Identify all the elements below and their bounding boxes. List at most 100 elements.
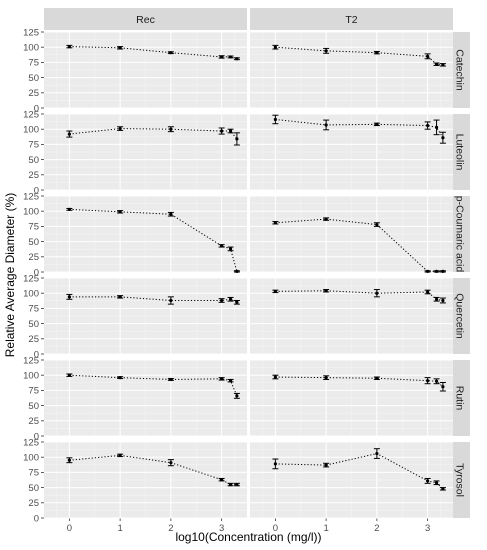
data-point bbox=[228, 129, 233, 133]
strip-rec: Rec bbox=[44, 8, 247, 30]
series-line bbox=[69, 296, 238, 303]
data-point bbox=[434, 379, 439, 383]
panel-p-coumaric-acid-rec bbox=[44, 195, 247, 273]
y-tick-label: 50 bbox=[28, 73, 39, 84]
strip-background bbox=[451, 442, 470, 518]
strip-label: T2 bbox=[345, 14, 357, 26]
y-tick-label: 75 bbox=[28, 140, 39, 151]
series-line bbox=[275, 290, 443, 301]
data-point bbox=[169, 51, 173, 55]
data-point bbox=[441, 487, 445, 491]
y-tick-label: 100 bbox=[23, 371, 39, 382]
data-point bbox=[434, 269, 439, 273]
y-tick-label: 100 bbox=[23, 453, 39, 464]
strip-background bbox=[451, 278, 470, 354]
x-tick-label: 3 bbox=[219, 523, 224, 534]
y-tick-label: 0 bbox=[34, 349, 39, 360]
strip-label: Rutin bbox=[454, 386, 466, 411]
data-point bbox=[273, 221, 277, 225]
data-point bbox=[324, 289, 328, 293]
x-tick-label: 0 bbox=[67, 523, 72, 534]
data-point bbox=[118, 46, 122, 50]
panel-rutin-rec bbox=[44, 359, 247, 437]
row-strip-catechin: Catechin bbox=[451, 32, 470, 108]
data-point bbox=[220, 377, 224, 381]
strip-label: Tyrosol bbox=[454, 463, 466, 497]
panel-catechin-rec bbox=[44, 31, 247, 109]
y-tick-label: 75 bbox=[28, 386, 39, 397]
data-point bbox=[375, 291, 379, 295]
data-point bbox=[67, 295, 71, 299]
y-tick-label: 75 bbox=[28, 222, 39, 233]
strip-background bbox=[451, 114, 470, 190]
data-point bbox=[434, 62, 439, 66]
y-tick-label: 0 bbox=[34, 267, 39, 278]
strip-label: Luteolin bbox=[454, 134, 466, 171]
x-tick-label: 1 bbox=[117, 523, 122, 534]
data-point bbox=[235, 300, 239, 304]
data-point bbox=[324, 49, 328, 53]
x-tick-label: 3 bbox=[425, 523, 430, 534]
strip-label: p-Coumaric acid bbox=[454, 196, 466, 273]
data-point bbox=[228, 247, 233, 251]
series-line bbox=[69, 208, 238, 272]
strip-background bbox=[451, 360, 470, 436]
y-tick-label: 25 bbox=[28, 88, 39, 99]
data-point bbox=[118, 376, 122, 380]
data-point bbox=[67, 132, 71, 136]
y-tick-label: 125 bbox=[23, 27, 39, 38]
panel-tyrosol-t2 bbox=[250, 441, 453, 519]
data-point bbox=[220, 478, 224, 482]
strip-label: Catechin bbox=[454, 49, 466, 91]
data-point bbox=[235, 57, 239, 61]
data-point bbox=[118, 295, 122, 299]
series-line bbox=[69, 46, 238, 60]
panel-luteolin-rec bbox=[44, 113, 247, 191]
data-point bbox=[426, 123, 430, 128]
row-strip-tyrosol: Tyrosol bbox=[451, 442, 470, 518]
data-point bbox=[228, 55, 233, 59]
data-point bbox=[235, 482, 239, 487]
data-point bbox=[273, 117, 277, 122]
data-point bbox=[441, 385, 445, 389]
data-point bbox=[169, 212, 173, 216]
data-point bbox=[375, 51, 379, 55]
y-tick-label: 25 bbox=[28, 498, 39, 509]
y-tick-label: 50 bbox=[28, 237, 39, 248]
series-line bbox=[275, 453, 444, 490]
x-tick-label: 0 bbox=[273, 523, 278, 534]
data-point bbox=[434, 297, 439, 301]
y-tick-label: 75 bbox=[28, 468, 39, 479]
data-point bbox=[434, 125, 439, 129]
data-point bbox=[375, 376, 379, 380]
data-point bbox=[67, 373, 71, 377]
series-line bbox=[69, 128, 238, 140]
data-point bbox=[273, 289, 277, 293]
strip-label: Quercetin bbox=[454, 293, 466, 339]
data-point bbox=[375, 222, 379, 227]
y-tick-label: 50 bbox=[28, 483, 39, 494]
data-point bbox=[426, 479, 430, 483]
y-tick-label: 125 bbox=[23, 437, 39, 448]
y-tick-label: 0 bbox=[34, 431, 39, 442]
y-tick-label: 75 bbox=[28, 304, 39, 315]
y-tick-label: 50 bbox=[28, 319, 39, 330]
data-point bbox=[235, 137, 239, 141]
row-strip-quercetin: Quercetin bbox=[451, 278, 470, 354]
x-tick-label: 2 bbox=[168, 523, 173, 534]
data-point bbox=[426, 54, 430, 58]
y-tick-label: 0 bbox=[34, 513, 39, 524]
data-point bbox=[220, 55, 224, 59]
data-point bbox=[118, 453, 122, 457]
data-point bbox=[434, 481, 439, 485]
panel-p-coumaric-acid-t2 bbox=[250, 195, 453, 273]
data-point bbox=[67, 207, 71, 211]
row-strip-rutin: Rutin bbox=[451, 360, 470, 436]
data-point bbox=[426, 290, 430, 294]
row-strip-p-coumaric-acid: p-Coumaric acid bbox=[451, 196, 470, 273]
data-point bbox=[324, 123, 328, 127]
panels-layer: Rec T2 Catechin Luteolin p-Coumaric acid Quer… bbox=[23, 8, 470, 534]
data-point bbox=[220, 129, 224, 133]
data-point bbox=[169, 377, 173, 382]
